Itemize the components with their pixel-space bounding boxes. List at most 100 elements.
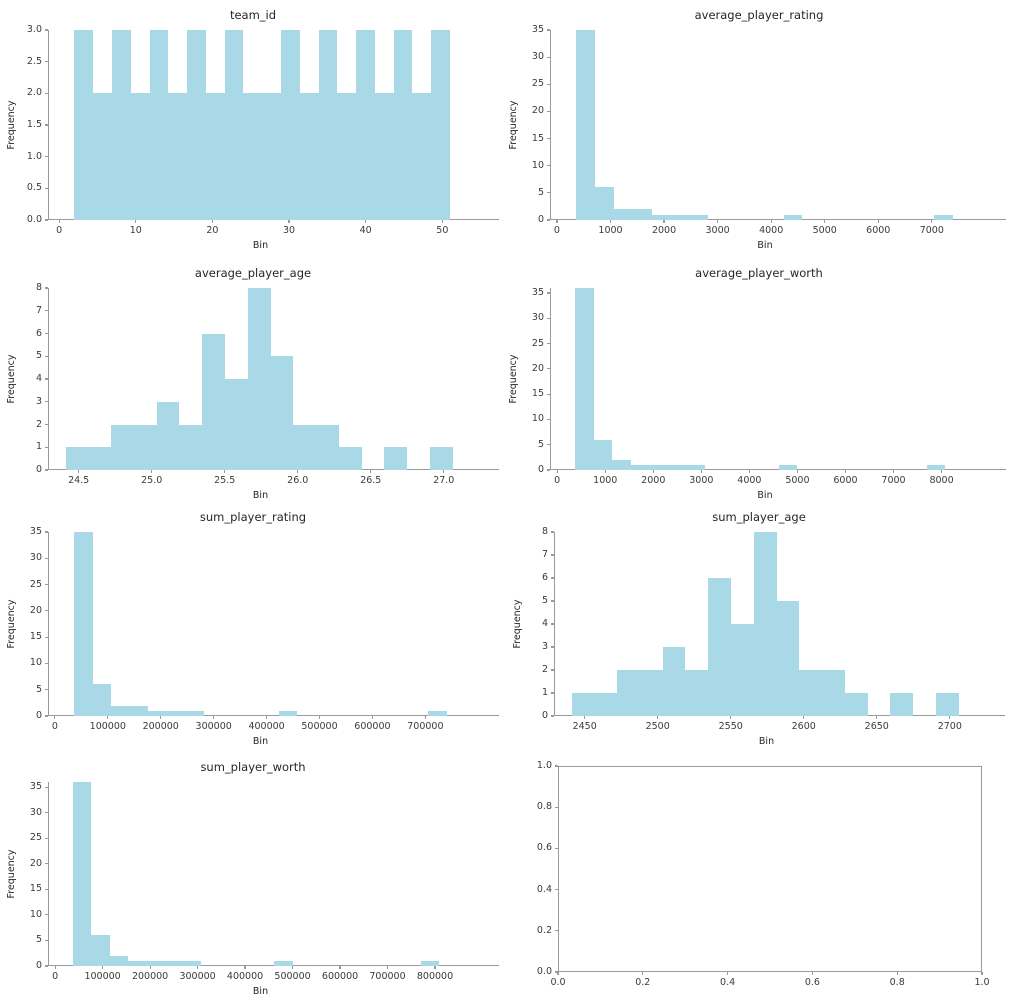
histogram-bar: [111, 705, 130, 716]
y-axis-label: Frequency: [6, 849, 17, 899]
histogram-bar: [593, 439, 613, 470]
axes-area: 0.0 0.2 0.4 0.6 0.8 1.0 0.0 0.2 0.4 0.6 0.8 1.0: [537, 760, 990, 988]
x-tick-label: 1000: [593, 475, 618, 486]
x-tick-mark: [770, 220, 772, 224]
x-tick-mark: [584, 716, 586, 720]
y-tick-label: 0.5: [26, 182, 42, 194]
y-tick-mark: [546, 469, 550, 471]
histogram-bar: [575, 288, 594, 470]
y-tick-label: 2.0: [26, 87, 42, 99]
x-tick-mark: [370, 470, 372, 474]
y-axis-label: Frequency: [6, 354, 17, 404]
x-tick-mark: [54, 966, 56, 970]
histogram-bar: [651, 214, 671, 220]
y-tick-label: 1.0: [536, 760, 552, 771]
x-tick-mark: [896, 972, 898, 976]
y-axis-label: Frequency: [508, 100, 519, 150]
histogram-bars: [554, 532, 979, 716]
histogram-bar: [164, 960, 183, 966]
x-tick-mark: [657, 716, 659, 720]
x-tick-label: 0: [554, 475, 561, 486]
y-axis-label: Frequency: [6, 100, 17, 150]
histogram-bar: [129, 705, 149, 716]
histogram-bar: [205, 93, 225, 220]
histogram-bar: [630, 464, 650, 470]
x-tick-label: 3000: [705, 225, 730, 236]
y-tick-mark: [44, 61, 48, 63]
subplot-panel-average_player_worth: average_player_worth 0 5 10 15 20 25 30 35 0 1000 2…: [506, 250, 1012, 501]
x-tick-label: 500000: [301, 721, 338, 732]
y-tick-mark: [44, 715, 48, 717]
x-tick-label: 25.5: [214, 475, 236, 486]
x-tick-label: 10: [129, 225, 142, 236]
y-tick-label: 6: [541, 572, 548, 583]
histogram-bar: [689, 214, 709, 220]
y-tick-label: 8: [35, 282, 42, 293]
x-tick-mark: [717, 220, 719, 224]
histogram-bar: [224, 30, 244, 220]
y-tick-label: 0: [541, 710, 548, 721]
x-tick-label: 400000: [248, 721, 285, 732]
histogram-bar: [278, 710, 298, 716]
histogram-bar: [167, 710, 186, 716]
y-tick-mark: [554, 930, 558, 932]
x-tick-mark: [441, 220, 443, 224]
histogram-bar: [374, 93, 394, 220]
x-tick-label: 7000: [881, 475, 906, 486]
y-tick-label: 2: [35, 418, 42, 430]
subplot-panel-team_id: team_id 0.0 0.5 1.0 1.5 2.0 2.5 3.0 0 10 20 30 40 50 B…: [0, 0, 506, 251]
histogram-bar: [753, 532, 777, 716]
histogram-bar: [667, 464, 687, 470]
y-tick-mark: [44, 287, 48, 289]
y-tick-mark: [546, 192, 550, 194]
y-tick-label: 15: [531, 388, 544, 400]
histogram-bar: [168, 93, 188, 220]
histogram-bar: [88, 447, 112, 470]
histogram-bar: [822, 670, 845, 716]
y-tick-label: 30: [531, 312, 544, 324]
y-tick-mark: [550, 623, 554, 625]
x-tick-label: 200000: [131, 971, 169, 982]
histogram-bar: [595, 187, 614, 220]
histogram-bar: [926, 464, 946, 470]
x-tick-label: 0.8: [889, 977, 905, 988]
x-tick-mark: [803, 716, 805, 720]
axes-area: 0.0 0.5 1.0 1.5 2.0 2.5 3.0 0 10 20 30 40 50: [27, 24, 499, 236]
x-tick-label: 2450: [572, 721, 597, 732]
x-tick-mark: [213, 716, 215, 720]
x-tick-label: 100000: [89, 721, 126, 732]
histogram-bar: [708, 578, 731, 716]
histogram-bar: [202, 333, 225, 470]
y-tick-mark: [550, 531, 554, 533]
histogram-bar: [639, 670, 663, 716]
panel-title: sum_player_worth: [200, 760, 306, 774]
x-tick-label: 700000: [369, 971, 406, 982]
histogram-bar: [318, 30, 338, 220]
x-tick-label: 6000: [833, 475, 858, 486]
x-tick-label: 3000: [689, 475, 714, 486]
x-tick-label: 300000: [179, 971, 216, 982]
y-tick-mark: [44, 469, 48, 471]
x-tick-label: 26.5: [360, 475, 382, 486]
y-tick-mark: [44, 965, 48, 967]
y-tick-label: 35: [29, 526, 42, 537]
y-tick-label: 0.0: [26, 214, 42, 225]
axes-area: 0 5 10 15 20 25 30 35 0 1000 2000 3000 4000 5000 6000 7…: [532, 287, 1006, 486]
histogram-bar: [146, 960, 165, 966]
y-tick-label: 3: [541, 641, 548, 652]
histogram-bars: [48, 288, 473, 470]
x-tick-label: 2500: [645, 721, 670, 732]
y-tick-mark: [546, 368, 550, 370]
histogram-bar: [934, 214, 954, 220]
y-tick-mark: [546, 343, 550, 345]
x-axis-label: Bin: [252, 490, 269, 501]
x-tick-label: 0.6: [804, 977, 820, 988]
histogram-bar: [337, 93, 357, 220]
x-tick-label: 0.2: [635, 977, 651, 988]
histogram-bar: [299, 93, 319, 220]
histogram-bar: [225, 379, 248, 470]
y-tick-label: 4: [541, 618, 548, 629]
x-tick-label: 4000: [737, 475, 762, 486]
histogram-bar: [393, 30, 413, 220]
x-tick-mark: [386, 966, 389, 970]
